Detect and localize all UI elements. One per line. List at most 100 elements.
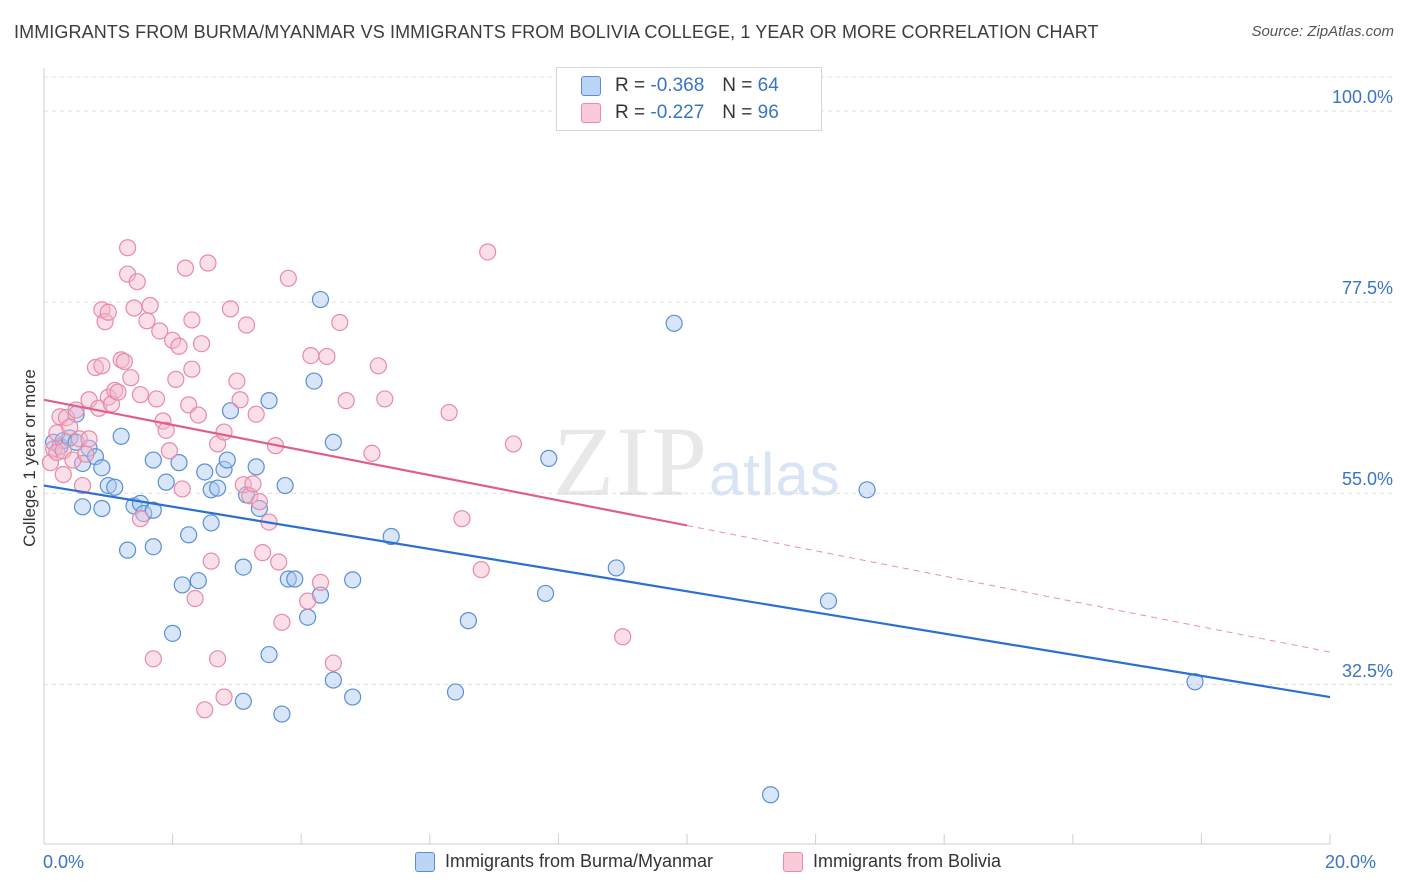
point-blue-34 — [221, 402, 240, 420]
point-blue-29 — [202, 514, 220, 532]
point-blue-62 — [819, 592, 838, 610]
point-blue-57 — [536, 584, 555, 603]
point-pink-61 — [221, 300, 240, 318]
point-pink-75 — [279, 269, 297, 287]
point-pink-18 — [93, 357, 111, 375]
point-pink-33 — [131, 386, 150, 404]
point-blue-43 — [276, 476, 294, 495]
point-blue-25 — [173, 576, 191, 594]
trendline-pink-extension — [686, 524, 1331, 653]
bottom-legend-swatch-pink — [783, 851, 803, 872]
point-pink-69 — [250, 493, 269, 511]
point-blue-60 — [665, 314, 683, 332]
point-blue-41 — [260, 645, 278, 664]
point-pink-3 — [48, 443, 66, 462]
point-blue-24 — [170, 454, 188, 472]
point-blue-7 — [73, 498, 92, 516]
point-pink-91 — [614, 628, 632, 646]
y-tick-label-77-5: 77.5% — [1341, 278, 1393, 298]
point-blue-33 — [218, 451, 236, 469]
point-blue-53 — [344, 688, 362, 706]
point-pink-8 — [61, 418, 79, 436]
point-blue-35 — [234, 558, 252, 576]
point-blue-36 — [234, 692, 252, 710]
legend-r-value: -0.227 — [650, 102, 705, 123]
point-blue-11 — [93, 499, 111, 518]
legend-n-label: N = — [722, 75, 753, 96]
bottom-legend-burma: Immigrants from Burma/Myanmar — [415, 851, 713, 872]
legend-r-label: R = — [615, 102, 646, 123]
legend-row-bolivia: R = -0.227 N = 96 — [581, 101, 779, 125]
point-pink-53 — [192, 335, 211, 353]
point-pink-38 — [147, 390, 166, 408]
point-pink-25 — [109, 383, 127, 401]
point-blue-10 — [93, 459, 111, 477]
point-blue-13 — [106, 478, 124, 496]
chart-source: Source: ZipAtlas.com — [1251, 23, 1394, 40]
point-pink-21 — [99, 303, 117, 321]
point-pink-49 — [183, 311, 201, 329]
point-pink-34 — [131, 510, 150, 528]
trendline-pink — [43, 398, 688, 527]
point-pink-67 — [244, 475, 262, 493]
point-pink-39 — [151, 322, 169, 340]
point-pink-36 — [141, 296, 159, 315]
x-tick-label-max: 20.0% — [1325, 852, 1377, 872]
point-blue-28 — [196, 463, 214, 481]
point-blue-31 — [209, 479, 227, 497]
watermark-zip: ZIP — [553, 406, 709, 517]
point-blue-49 — [311, 290, 330, 309]
point-blue-18 — [135, 504, 153, 523]
point-pink-81 — [331, 313, 349, 332]
point-pink-62 — [228, 372, 246, 390]
point-pink-44 — [167, 370, 185, 388]
point-blue-47 — [305, 372, 323, 390]
point-blue-26 — [180, 526, 198, 544]
point-pink-78 — [311, 573, 330, 591]
point-blue-22 — [157, 473, 175, 491]
y-tick-label-100: 100.0% — [1331, 87, 1393, 107]
point-pink-73 — [270, 553, 288, 571]
point-pink-77 — [302, 347, 320, 365]
point-pink-86 — [440, 403, 458, 422]
point-blue-20 — [144, 538, 162, 556]
point-pink-84 — [369, 357, 387, 375]
point-pink-27 — [115, 352, 133, 371]
point-blue-61 — [761, 786, 780, 804]
point-pink-50 — [183, 360, 201, 378]
point-pink-80 — [324, 654, 342, 672]
point-pink-47 — [176, 259, 195, 277]
point-pink-13 — [77, 445, 95, 463]
trendline-blue — [43, 484, 1331, 699]
point-pink-55 — [199, 254, 217, 272]
point-pink-76 — [299, 592, 317, 610]
point-blue-30 — [202, 481, 220, 499]
watermark: ZIPatlas — [553, 404, 841, 519]
point-pink-63 — [231, 391, 249, 409]
point-pink-74 — [273, 613, 291, 631]
point-blue-21 — [144, 451, 162, 469]
bottom-legend-label-bolivia: Immigrants from Bolivia — [813, 851, 1002, 871]
point-pink-14 — [80, 430, 98, 448]
point-blue-50 — [324, 671, 342, 689]
point-blue-56 — [459, 612, 477, 630]
x-tick-label-min: 0.0% — [43, 852, 85, 872]
bottom-legend-bolivia: Immigrants from Bolivia — [783, 851, 1001, 872]
point-blue-63 — [858, 481, 876, 499]
point-pink-16 — [86, 358, 105, 377]
point-pink-57 — [209, 650, 227, 668]
point-blue-42 — [273, 705, 291, 723]
point-pink-32 — [128, 273, 146, 291]
point-pink-46 — [173, 480, 191, 498]
point-blue-55 — [446, 683, 465, 701]
point-pink-11 — [70, 430, 88, 448]
watermark-atlas: atlas — [709, 441, 841, 508]
legend-swatch-pink — [581, 103, 601, 123]
point-pink-31 — [125, 299, 143, 317]
point-blue-15 — [118, 541, 137, 559]
legend-n-value: 64 — [757, 75, 779, 96]
point-pink-89 — [479, 243, 497, 261]
point-pink-87 — [453, 510, 471, 528]
point-pink-41 — [157, 421, 175, 439]
point-pink-28 — [118, 239, 137, 257]
